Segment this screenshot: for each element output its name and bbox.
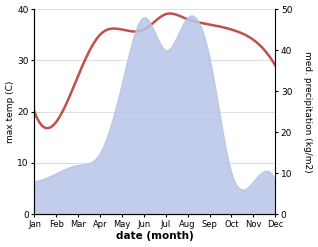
Y-axis label: max temp (C): max temp (C) [5, 80, 15, 143]
Y-axis label: med. precipitation (kg/m2): med. precipitation (kg/m2) [303, 51, 313, 172]
X-axis label: date (month): date (month) [116, 231, 194, 242]
